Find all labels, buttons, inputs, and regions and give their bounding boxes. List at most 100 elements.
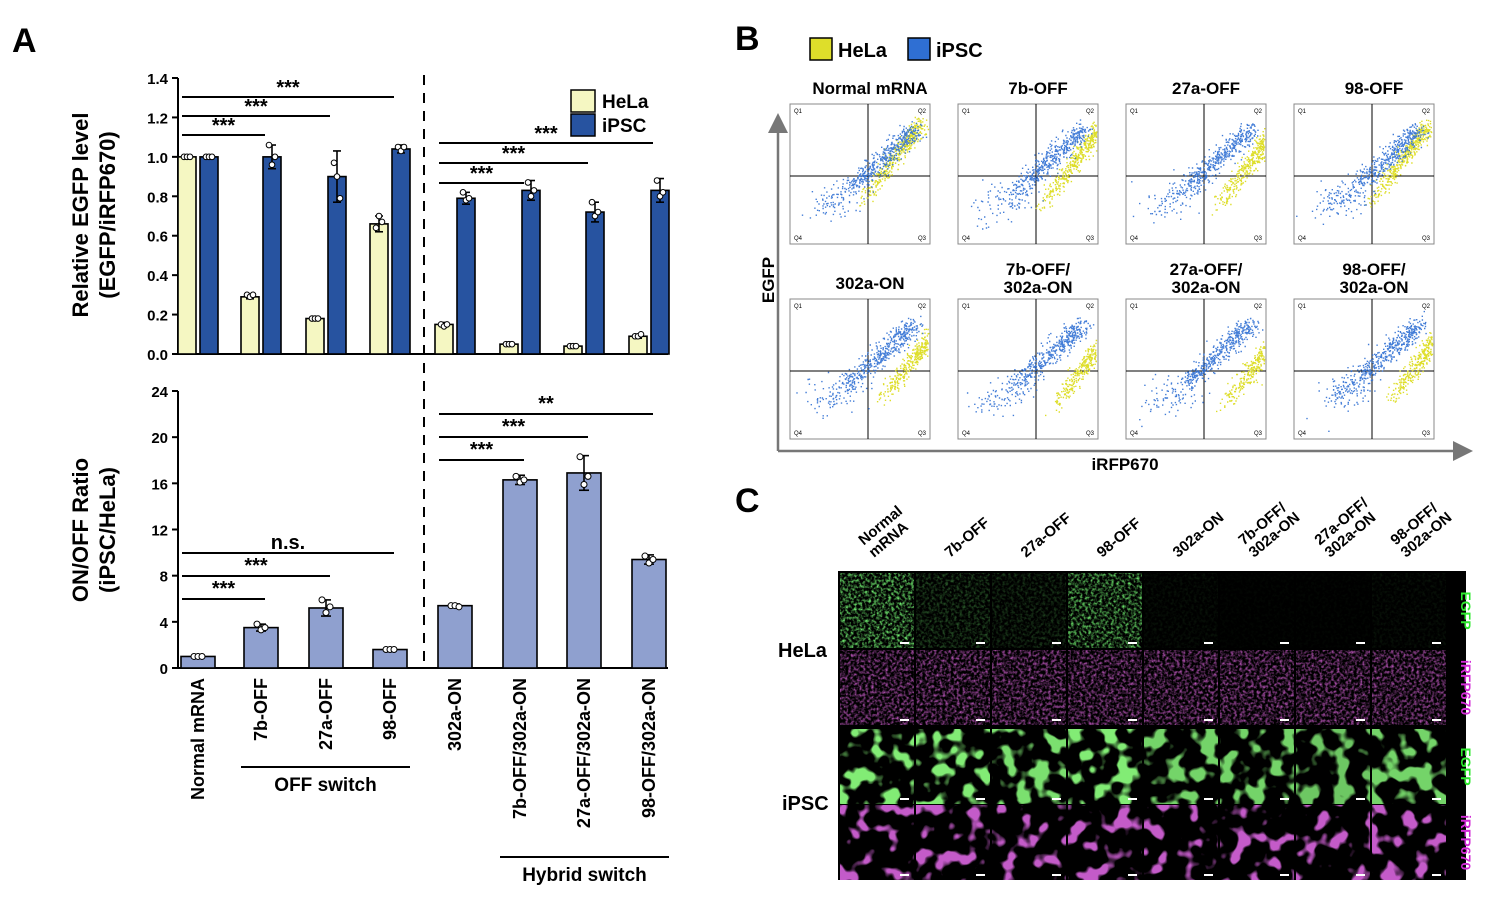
facs-title: 302a-ON (836, 274, 905, 293)
facs-points-ipsc (970, 119, 1093, 230)
top-tick-label: 0.0 (147, 347, 168, 364)
bottom-sig-label: *** (212, 578, 236, 600)
micrograph-hela-egfp (992, 573, 1066, 648)
top-tick-label: 1.0 (147, 150, 168, 167)
facs-quadrant-label: Q4 (962, 236, 971, 242)
data-point (580, 480, 588, 488)
facs-quadrant-label: Q3 (1254, 431, 1263, 437)
channel-label-egfp: EGFP (1458, 747, 1474, 785)
facs-title: 98-OFF/ (1342, 260, 1406, 279)
bottom-sig-label: *** (502, 416, 526, 438)
data-point (572, 342, 580, 350)
micrograph-hela-irfp (1220, 650, 1294, 725)
facs-quadrant-label: Q1 (794, 109, 803, 115)
bar-ipsc (650, 189, 670, 355)
data-point (265, 141, 273, 149)
data-point (253, 620, 261, 628)
micrograph-hela-irfp (1296, 650, 1370, 725)
bar-ratio (437, 604, 473, 669)
data-point (333, 173, 341, 180)
micrograph-ipsc-irfp (840, 805, 914, 880)
scale-bar (1204, 874, 1213, 876)
data-point (459, 189, 467, 196)
facs-quadrant-label: Q1 (1298, 304, 1307, 310)
top-sig-label: *** (276, 77, 300, 99)
column-label: 98-OFF (1094, 515, 1145, 561)
micrograph-ipsc-egfp (1296, 729, 1370, 804)
facs-points-hela (876, 324, 930, 406)
data-point (576, 453, 584, 461)
top-tick-label: 0.6 (147, 229, 168, 246)
category-label: Normal mRNA (188, 678, 208, 800)
facs-quadrant-label: Q3 (1422, 236, 1431, 242)
facs-quadrant-label: Q4 (962, 431, 971, 437)
category-label: 98-OFF/302a-ON (639, 678, 659, 818)
data-point (336, 194, 344, 202)
data-point (524, 179, 532, 186)
data-point (326, 603, 334, 611)
data-point (659, 189, 667, 196)
data-point (527, 192, 535, 200)
column-label: 302a-ON (1170, 509, 1228, 561)
scale-bar (1432, 798, 1441, 800)
bar-ratio (243, 626, 279, 669)
facs-points-hela (1045, 339, 1098, 417)
micrograph-ipsc-egfp (992, 729, 1066, 804)
column-label-line1: 98-OFF (1094, 515, 1145, 561)
micrograph-ipsc-egfp (916, 729, 990, 804)
data-point (520, 476, 528, 484)
scale-bar (1204, 798, 1213, 800)
column-label: 98-OFF/302a-ON (1387, 499, 1455, 561)
channel-label-irfp670: iRFP670 (1458, 660, 1474, 715)
facs-quadrant-label: Q4 (1130, 236, 1139, 242)
bar-hela (177, 156, 197, 355)
legend-swatch-b-ipsc (907, 37, 931, 61)
facs-title: 27a-OFF (1172, 79, 1240, 98)
facs-quadrant-label: Q4 (1298, 236, 1307, 242)
facs-plot: Q1 Q2 Q3 Q4 (1293, 103, 1435, 245)
micrograph-hela-egfp (916, 573, 990, 648)
facs-points-ipsc (1139, 317, 1264, 428)
scale-bar (1356, 719, 1365, 721)
data-point (512, 472, 520, 480)
b-y-axis-label: EGFP (759, 257, 778, 303)
y-axis-label-top-line1: Relative EGFP level (68, 112, 93, 317)
facs-title: 7b-OFF (1008, 79, 1068, 98)
channel-strip (1447, 729, 1466, 804)
bottom-sig-label: *** (244, 555, 268, 577)
group-label: OFF switch (274, 775, 376, 796)
column-label: 7b-OFF (942, 514, 993, 561)
top-sig-label: *** (534, 123, 558, 145)
legend-label-b-hela: HeLa (838, 40, 888, 62)
micrograph-hela-irfp (992, 650, 1066, 725)
scale-bar (1052, 642, 1061, 644)
facs-quadrant-label: Q2 (918, 109, 927, 115)
data-point (330, 159, 338, 167)
facs-points-ipsc (1296, 123, 1430, 225)
bar-ipsc (521, 189, 541, 355)
channel-strip (1447, 650, 1466, 725)
facs-plot: Q1 Q2 Q3 Q4 (1125, 103, 1267, 245)
legend-swatch-b-hela (809, 37, 833, 61)
data-point (271, 153, 279, 161)
facs-plot: Q1 Q2 Q3 Q4 (957, 298, 1099, 440)
y-axis-label-bottom-line1: ON/OFF Ratio (68, 458, 93, 602)
bar-ratio (566, 472, 602, 669)
data-point (314, 315, 322, 322)
micrograph-hela-irfp (1144, 650, 1218, 725)
bar-ipsc (262, 156, 282, 355)
bottom-tick-label: 8 (160, 569, 168, 586)
bar-hela (369, 223, 389, 355)
micrograph-tile-bg (1296, 573, 1370, 648)
facs-plot: Q1 Q2 Q3 Q4 (1125, 298, 1267, 440)
facs-title-line2: 302a-ON (1340, 278, 1409, 297)
micrograph-hela-irfp (916, 650, 990, 725)
column-label-line1: 27a-OFF (1018, 509, 1075, 561)
scale-bar (1356, 642, 1365, 644)
facs-points-ipsc (966, 317, 1095, 417)
facs-quadrant-label: Q3 (918, 236, 927, 242)
data-point (594, 208, 602, 216)
facs-title-line2: 302a-ON (1172, 278, 1241, 297)
data-point (455, 603, 463, 611)
